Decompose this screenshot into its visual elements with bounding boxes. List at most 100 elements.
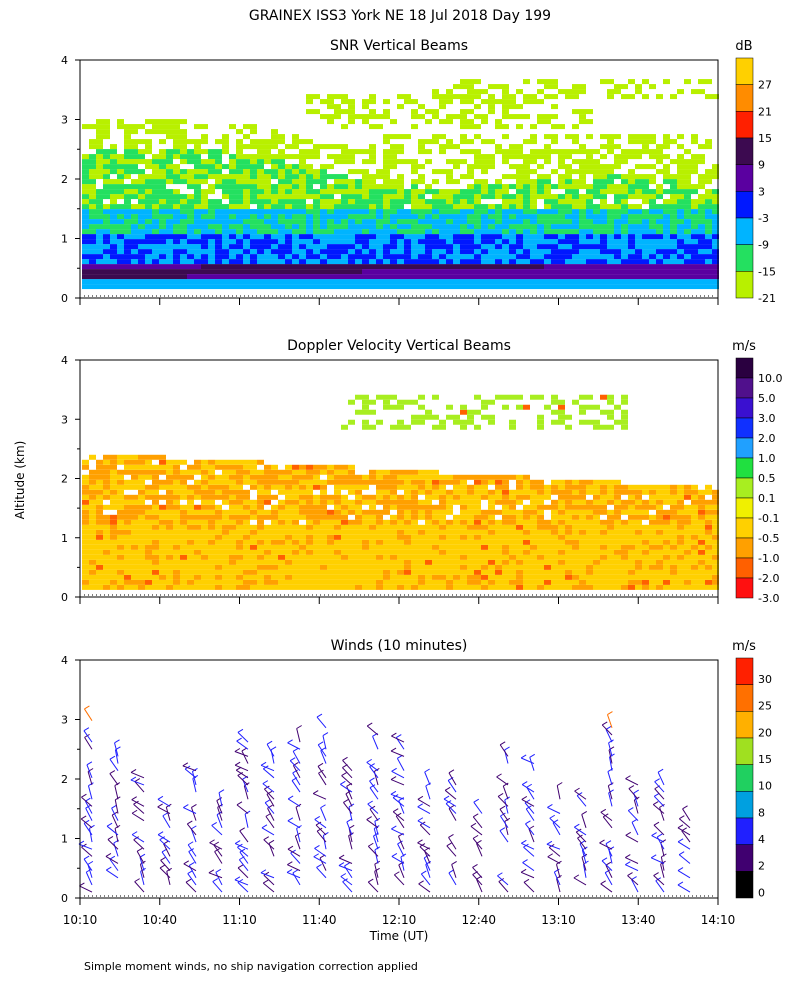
doppler-cell [82,569,89,575]
doppler-cell [712,539,719,545]
doppler-cell [348,509,355,515]
doppler-cell [159,564,166,570]
doppler-cell [572,539,579,545]
doppler-cell [145,474,152,480]
snr-cell [208,249,215,255]
snr-cell [600,259,607,265]
snr-cell [257,284,264,290]
snr-cell [96,204,103,210]
snr-cell [299,194,306,200]
snr-cell [474,164,481,170]
snr-cell [600,269,607,275]
doppler-cell [110,584,117,590]
snr-cell [124,269,131,275]
doppler-cell [180,479,187,485]
doppler-cell [467,414,474,420]
doppler-cell [418,554,425,560]
wind-barb [81,846,93,857]
snr-cell [243,264,250,270]
doppler-cell [236,574,243,580]
doppler-cell [145,579,152,585]
snr-cell [628,174,635,180]
snr-cell [684,214,691,220]
snr-cell [131,194,138,200]
doppler-cell [397,574,404,580]
snr-cell [285,284,292,290]
snr-cell [642,234,649,240]
doppler-cell [649,544,656,550]
doppler-cell [663,549,670,555]
snr-cell [138,154,145,160]
snr-cell [698,79,705,85]
doppler-cell [656,489,663,495]
doppler-cell [96,549,103,555]
snr-cell [369,229,376,235]
doppler-cell [313,514,320,520]
snr-cell [89,274,96,280]
snr-cell [579,164,586,170]
doppler-cell [614,504,621,510]
doppler-cell [334,564,341,570]
doppler-cell [537,514,544,520]
doppler-cell [509,564,516,570]
doppler-cell [355,549,362,555]
doppler-cell [89,469,96,475]
colorbar-swatch [735,217,754,245]
doppler-cell [355,494,362,500]
doppler-cell [495,559,502,565]
snr-cell [453,239,460,245]
snr-cell [614,249,621,255]
snr-cell [565,189,572,195]
snr-cell [537,254,544,260]
snr-cell [369,274,376,280]
snr-cell [355,189,362,195]
snr-cell [187,159,194,165]
doppler-cell [250,479,257,485]
snr-cell [250,234,257,240]
doppler-cell [698,549,705,555]
snr-cell [117,264,124,270]
doppler-cell [376,489,383,495]
snr-cell [103,159,110,165]
doppler-cell [558,494,565,500]
snr-cell [621,204,628,210]
snr-cell [495,124,502,130]
doppler-cell [145,484,152,490]
doppler-cell [257,509,264,515]
snr-cell [481,219,488,225]
snr-cell [663,234,670,240]
doppler-cell [439,584,446,590]
doppler-cell [579,539,586,545]
doppler-cell [362,519,369,525]
snr-cell [152,259,159,265]
snr-cell [425,239,432,245]
doppler-cell [649,514,656,520]
snr-cell [677,134,684,140]
doppler-cell [355,539,362,545]
doppler-cell [593,424,600,430]
snr-cell [117,234,124,240]
snr-cell [572,214,579,220]
snr-cell [320,144,327,150]
doppler-cell [292,474,299,480]
snr-cell [502,284,509,290]
doppler-cell [404,524,411,530]
snr-cell [607,174,614,180]
snr-cell [572,199,579,205]
snr-cell [138,189,145,195]
snr-cell [705,234,712,240]
doppler-cell [201,529,208,535]
snr-cell [418,164,425,170]
doppler-cell [614,579,621,585]
doppler-cell [432,469,439,475]
doppler-cell [152,464,159,470]
doppler-cell [558,529,565,535]
snr-cell [152,159,159,165]
snr-cell [530,94,537,100]
snr-cell [663,279,670,285]
doppler-cell [516,494,523,500]
snr-cell [138,269,145,275]
doppler-cell [180,474,187,480]
snr-cell [278,189,285,195]
doppler-cell [369,519,376,525]
